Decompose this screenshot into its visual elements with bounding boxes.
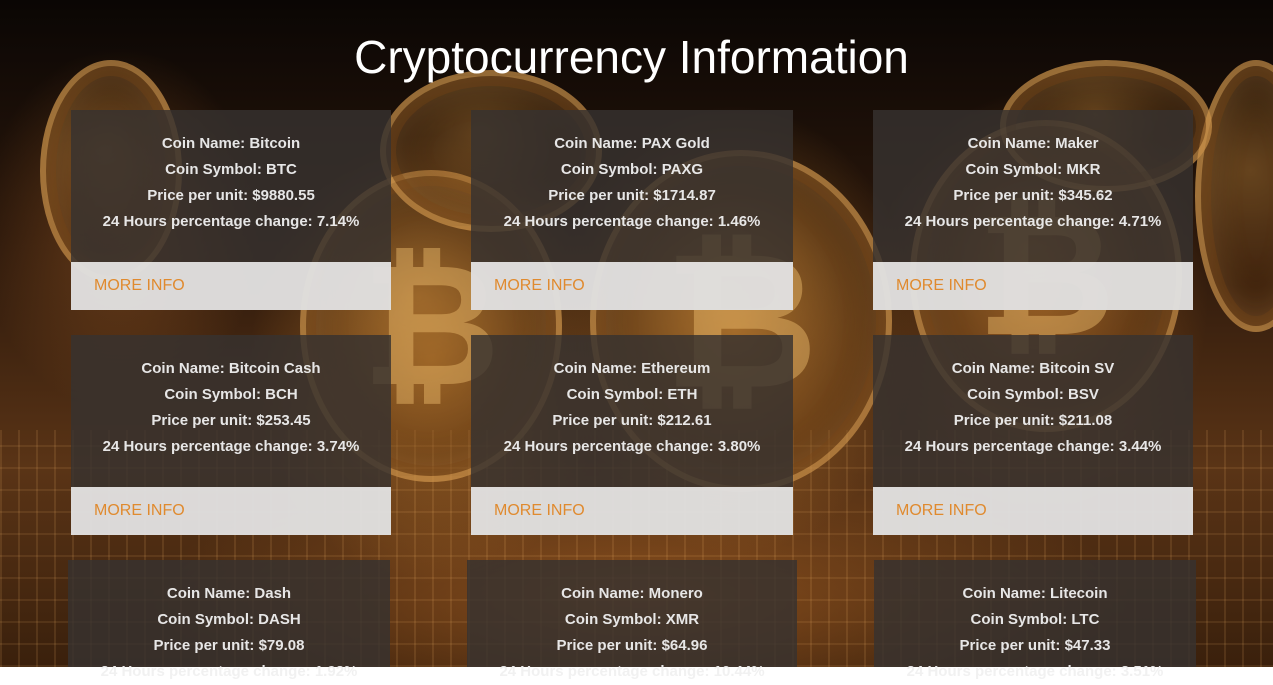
coin-name: Coin Name: Monero [561, 585, 703, 602]
more-info-button[interactable]: MORE INFO [471, 487, 793, 535]
more-info-button[interactable]: MORE INFO [71, 487, 391, 535]
coin-name: Coin Name: PAX Gold [554, 135, 710, 152]
coin-card-dash: Coin Name: Dash Coin Symbol: DASH Price … [68, 560, 390, 680]
coin-change: 24 Hours percentage change: 3.44% [904, 438, 1162, 455]
more-info-button[interactable]: MORE INFO [71, 262, 391, 310]
coin-symbol: Coin Symbol: PAXG [560, 161, 704, 178]
coin-price: Price per unit: $47.33 [959, 637, 1111, 654]
coin-change: 24 Hours percentage change: 4.71% [904, 213, 1162, 230]
coin-change: 24 Hours percentage change: 3.51% [906, 663, 1164, 680]
coin-card-litecoin: Coin Name: Litecoin Coin Symbol: LTC Pri… [874, 560, 1196, 680]
coin-price: Price per unit: $9880.55 [147, 187, 315, 204]
coin-change: 24 Hours percentage change: 3.80% [503, 438, 761, 455]
coin-symbol: Coin Symbol: MKR [965, 161, 1101, 178]
coin-price: Price per unit: $1714.87 [548, 187, 716, 204]
more-info-button[interactable]: MORE INFO [471, 262, 793, 310]
coin-card-bitcoin-sv: Coin Name: Bitcoin SV Coin Symbol: BSV P… [873, 335, 1193, 535]
coin-card-pax-gold: Coin Name: PAX Gold Coin Symbol: PAXG Pr… [471, 110, 793, 310]
coin-card-bitcoin: Coin Name: Bitcoin Coin Symbol: BTC Pric… [71, 110, 391, 310]
coin-symbol: Coin Symbol: BTC [165, 161, 297, 178]
coin-name: Coin Name: Maker [967, 135, 1099, 152]
coin-price: Price per unit: $211.08 [953, 412, 1113, 429]
page-title: Cryptocurrency Information [354, 31, 909, 83]
more-info-button[interactable]: MORE INFO [873, 262, 1193, 310]
more-info-button[interactable]: MORE INFO [873, 487, 1193, 535]
coin-change: 24 Hours percentage change: 7.14% [102, 213, 360, 230]
coin-card-monero: Coin Name: Monero Coin Symbol: XMR Price… [467, 560, 797, 680]
coin-name: Coin Name: Bitcoin Cash [141, 360, 321, 377]
coin-name: Coin Name: Ethereum [553, 360, 711, 377]
coin-name: Coin Name: Dash [166, 585, 292, 602]
coin-symbol: Coin Symbol: BSV [967, 386, 1099, 403]
coin-symbol: Coin Symbol: DASH [157, 611, 301, 628]
coin-price: Price per unit: $79.08 [153, 637, 305, 654]
coin-card-ethereum: Coin Name: Ethereum Coin Symbol: ETH Pri… [471, 335, 793, 535]
bitcoin-coin-icon [1195, 60, 1273, 332]
coin-symbol: Coin Symbol: BCH [164, 386, 298, 403]
coin-change: 24 Hours percentage change: 1.92% [100, 663, 358, 680]
coin-card-maker: Coin Name: Maker Coin Symbol: MKR Price … [873, 110, 1193, 310]
coin-price: Price per unit: $64.96 [556, 637, 708, 654]
coin-name: Coin Name: Litecoin [962, 585, 1108, 602]
coin-symbol: Coin Symbol: XMR [564, 611, 700, 628]
coin-card-bitcoin-cash: Coin Name: Bitcoin Cash Coin Symbol: BCH… [71, 335, 391, 535]
coin-price: Price per unit: $345.62 [953, 187, 1113, 204]
coin-symbol: Coin Symbol: LTC [970, 611, 1100, 628]
coin-name: Coin Name: Bitcoin [161, 135, 301, 152]
coin-name: Coin Name: Bitcoin SV [951, 360, 1115, 377]
coin-price: Price per unit: $253.45 [151, 412, 311, 429]
coin-change: 24 Hours percentage change: 3.74% [102, 438, 360, 455]
coin-price: Price per unit: $212.61 [552, 412, 712, 429]
coin-change: 24 Hours percentage change: 10.44% [499, 663, 765, 680]
coin-symbol: Coin Symbol: ETH [566, 386, 698, 403]
coin-change: 24 Hours percentage change: 1.46% [503, 213, 761, 230]
